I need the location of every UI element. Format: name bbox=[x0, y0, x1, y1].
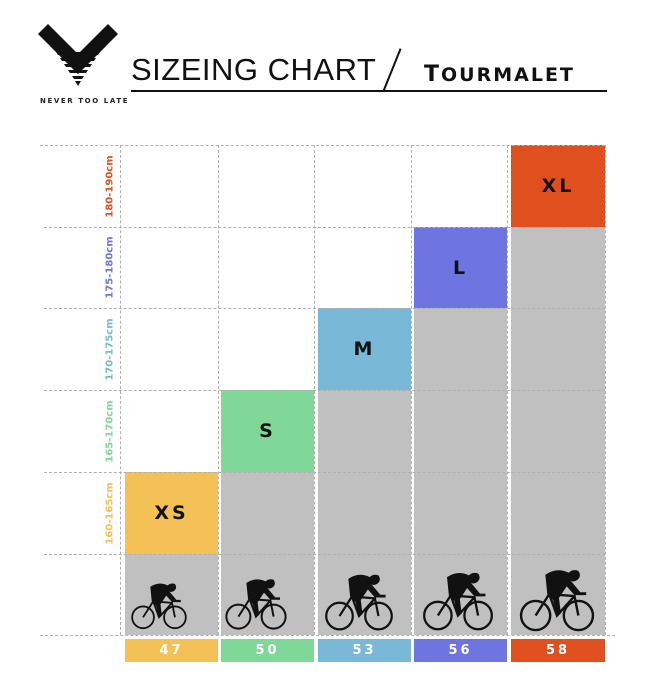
row-label-165-170: 165-170cm bbox=[100, 390, 120, 472]
row-label-text: 180-190cm bbox=[104, 154, 116, 218]
frame-size-text: 58 bbox=[545, 643, 571, 658]
row-label-text: 175-180cm bbox=[104, 236, 116, 299]
model-name-rest: OURMALET bbox=[441, 64, 575, 86]
gray-column-50 bbox=[221, 472, 314, 635]
brand-logo-icon bbox=[38, 24, 118, 86]
size-cell-m: M bbox=[318, 308, 411, 390]
row-label-text: 170-175cm bbox=[104, 317, 116, 381]
frame-size-text: 56 bbox=[448, 643, 473, 658]
cyclist-icon bbox=[519, 570, 595, 632]
grid-line bbox=[40, 145, 605, 146]
cyclist-icon bbox=[325, 574, 393, 631]
brand-tagline: NEVER TOO LATE bbox=[40, 97, 130, 105]
grid-line bbox=[314, 145, 315, 635]
cyclist-icon bbox=[225, 579, 287, 630]
size-label: XS bbox=[154, 502, 189, 524]
row-label-175-180: 175-180cm bbox=[100, 227, 120, 308]
grid-line bbox=[44, 554, 605, 555]
size-cell-l: L bbox=[414, 227, 507, 308]
size-cell-xl: XL bbox=[511, 145, 605, 227]
row-label-180-190: 180-190cm bbox=[100, 145, 120, 227]
grid-line bbox=[605, 145, 606, 635]
frame-size-text: 50 bbox=[255, 643, 280, 658]
page-title: SIZEING CHART bbox=[131, 52, 377, 87]
frame-size-47: 47 bbox=[125, 639, 218, 662]
grid-line bbox=[44, 227, 605, 228]
grid-line bbox=[411, 145, 412, 635]
frame-size-text: 53 bbox=[352, 643, 377, 658]
grid-line bbox=[40, 635, 615, 636]
row-label-170-175: 170-175cm bbox=[100, 308, 120, 390]
grid-line bbox=[44, 390, 605, 391]
size-cell-xs: XS bbox=[125, 472, 218, 554]
grid-line bbox=[44, 472, 605, 473]
gray-column-58 bbox=[511, 227, 605, 635]
cyclist-icon bbox=[423, 572, 493, 631]
grid-line bbox=[218, 145, 219, 635]
size-label: L bbox=[452, 256, 469, 279]
size-label: M bbox=[353, 338, 376, 360]
size-label: XL bbox=[541, 175, 575, 197]
size-cell-s: S bbox=[221, 390, 314, 472]
grid-line bbox=[44, 308, 605, 309]
row-label-text: 160-165cm bbox=[104, 481, 116, 545]
cyclist-icon bbox=[131, 583, 187, 630]
frame-size-53: 53 bbox=[318, 639, 411, 662]
grid-line bbox=[507, 145, 508, 635]
row-label-text: 165-170cm bbox=[104, 399, 116, 463]
frame-size-text: 47 bbox=[159, 643, 184, 658]
frame-size-58: 58 bbox=[511, 639, 605, 662]
frame-size-50: 50 bbox=[221, 639, 314, 662]
row-label-160-165: 160-165cm bbox=[100, 472, 120, 554]
grid-line bbox=[120, 145, 121, 635]
frame-size-56: 56 bbox=[414, 639, 507, 662]
model-name-initial: T bbox=[424, 62, 442, 87]
size-label: S bbox=[259, 420, 276, 442]
model-name: TOURMALET bbox=[424, 62, 575, 87]
title-underline bbox=[131, 90, 607, 92]
